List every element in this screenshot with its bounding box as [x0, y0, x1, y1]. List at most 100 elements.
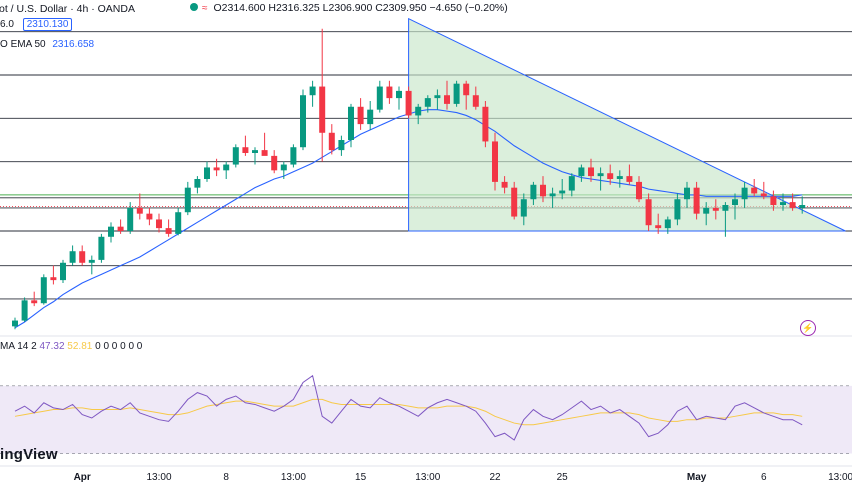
candle-body: [376, 86, 383, 110]
candle-body: [348, 106, 354, 140]
candle-body: [760, 193, 767, 197]
x-tick-label: 22: [489, 472, 501, 483]
candle-body: [261, 150, 268, 156]
candle-body: [242, 147, 249, 153]
symbol-header: ot / U.S. Dollar · 4h · OANDA: [0, 0, 135, 18]
x-tick-label: 13:00: [280, 472, 306, 483]
rsi-label: MA 14 2: [0, 341, 37, 352]
candle-body: [645, 199, 652, 226]
x-tick-label: 25: [556, 472, 568, 483]
candle-body: [482, 106, 489, 142]
ema-label: EMA 50: [10, 39, 46, 50]
price-row: 6.0 2310.130: [0, 18, 73, 31]
candle-body: [232, 147, 239, 165]
ohlc-readout: ≈ O2314.600 H2316.325 L2306.900 C2309.950…: [182, 2, 508, 14]
candle-body: [367, 109, 374, 125]
candle-body: [31, 300, 38, 304]
x-tick-label: 13:00: [415, 472, 441, 483]
candle-body: [770, 196, 777, 205]
candle-body: [684, 187, 690, 200]
candle-body: [616, 176, 623, 179]
candle-body: [501, 181, 508, 188]
candle-body: [588, 167, 594, 177]
candle-body: [453, 83, 460, 104]
candle-body: [21, 300, 28, 321]
rsi-value: 47.32: [39, 341, 65, 352]
ema-prefix: O: [0, 39, 8, 50]
candle-body: [165, 228, 172, 234]
triangle-pattern: [408, 17, 846, 232]
candle-body: [674, 199, 681, 220]
ema-value: 2316.658: [52, 39, 95, 50]
candle-body: [741, 187, 748, 200]
candle-body: [568, 176, 575, 191]
candle-body: [712, 207, 719, 211]
rsi-line: [14, 374, 803, 441]
candle-body: [578, 167, 585, 177]
wave-icon: ≈: [202, 3, 208, 14]
candle-body: [664, 219, 671, 229]
candle-body: [108, 226, 114, 237]
candle-body: [98, 236, 105, 260]
candle-body: [405, 90, 412, 116]
ohlc-values: O2314.600 H2316.325 L2306.900 C2309.950 …: [213, 2, 508, 14]
candle-body: [789, 202, 796, 208]
candle-body: [549, 193, 556, 197]
candle-body: [175, 212, 182, 234]
candle-body: [156, 219, 162, 229]
candle-body: [472, 95, 479, 107]
price-box[interactable]: 2310.130: [22, 18, 73, 31]
candle-body: [386, 86, 393, 99]
candle-body: [799, 205, 806, 208]
candle-body: [194, 179, 201, 188]
x-tick-label: 8: [223, 472, 229, 483]
candle-body: [511, 187, 518, 217]
candle-body: [444, 95, 450, 104]
candle-body: [60, 262, 66, 281]
candle-body: [204, 167, 210, 179]
candle-body: [751, 187, 758, 194]
candle-body: [636, 181, 642, 200]
candle-body: [328, 132, 335, 151]
candle-body: [655, 225, 662, 229]
candle-body: [415, 106, 422, 116]
brand-logo: ingView: [0, 446, 58, 463]
candle-body: [319, 86, 326, 133]
rsi-band: [0, 385, 852, 454]
candle-body: [463, 83, 470, 96]
candle-body: [357, 106, 364, 125]
candle-body: [12, 320, 18, 327]
x-tick-label: 13:00: [828, 472, 852, 483]
candle-body: [127, 207, 134, 231]
candle-body: [300, 95, 306, 148]
x-tick-label: 15: [355, 472, 367, 483]
candle-body: [271, 155, 278, 171]
symbol-title: ot / U.S. Dollar · 4h · OANDA: [0, 3, 135, 15]
candle-body: [252, 150, 258, 153]
candle-body: [780, 202, 786, 205]
candle-body: [40, 277, 47, 304]
rsi-ma-value: 52.81: [67, 341, 93, 352]
candle-body: [530, 184, 537, 200]
candle-body: [280, 164, 287, 171]
candle-body: [290, 147, 297, 165]
candle-body: [722, 205, 729, 211]
candle-body: [732, 199, 738, 205]
candle-body: [626, 176, 633, 182]
candle-body: [69, 251, 76, 263]
rsi-legend[interactable]: MA 14 2 47.32 52.81 0 0 0 0 0 0: [0, 341, 142, 352]
candle-body: [520, 199, 527, 217]
candle-body: [396, 90, 402, 99]
candle-body: [79, 251, 86, 263]
candle-body: [223, 164, 230, 171]
ema-legend[interactable]: O EMA 50 2316.658: [0, 39, 94, 50]
x-tick-label: 6: [761, 472, 767, 483]
candle-body: [597, 173, 604, 177]
candle-body: [559, 190, 566, 194]
candle-body: [146, 213, 153, 220]
lightning-icon[interactable]: ⚡: [800, 320, 816, 336]
rsi-ma-line: [14, 398, 803, 426]
price-row-left: 6.0: [0, 19, 14, 30]
candle-body: [703, 207, 710, 214]
